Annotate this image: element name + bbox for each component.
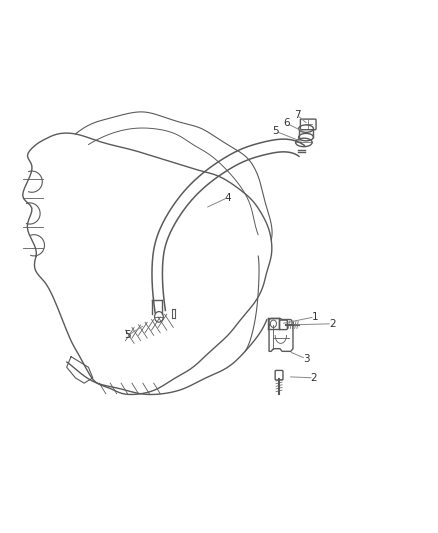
Text: 7: 7 [294, 110, 300, 120]
Text: 5: 5 [272, 126, 279, 136]
Text: 4: 4 [224, 192, 231, 203]
Text: 2: 2 [311, 373, 317, 383]
Text: 1: 1 [311, 312, 318, 322]
Text: 6: 6 [283, 118, 290, 128]
Text: 3: 3 [303, 354, 309, 364]
Text: 5: 5 [124, 330, 131, 341]
Text: 2: 2 [329, 319, 336, 329]
